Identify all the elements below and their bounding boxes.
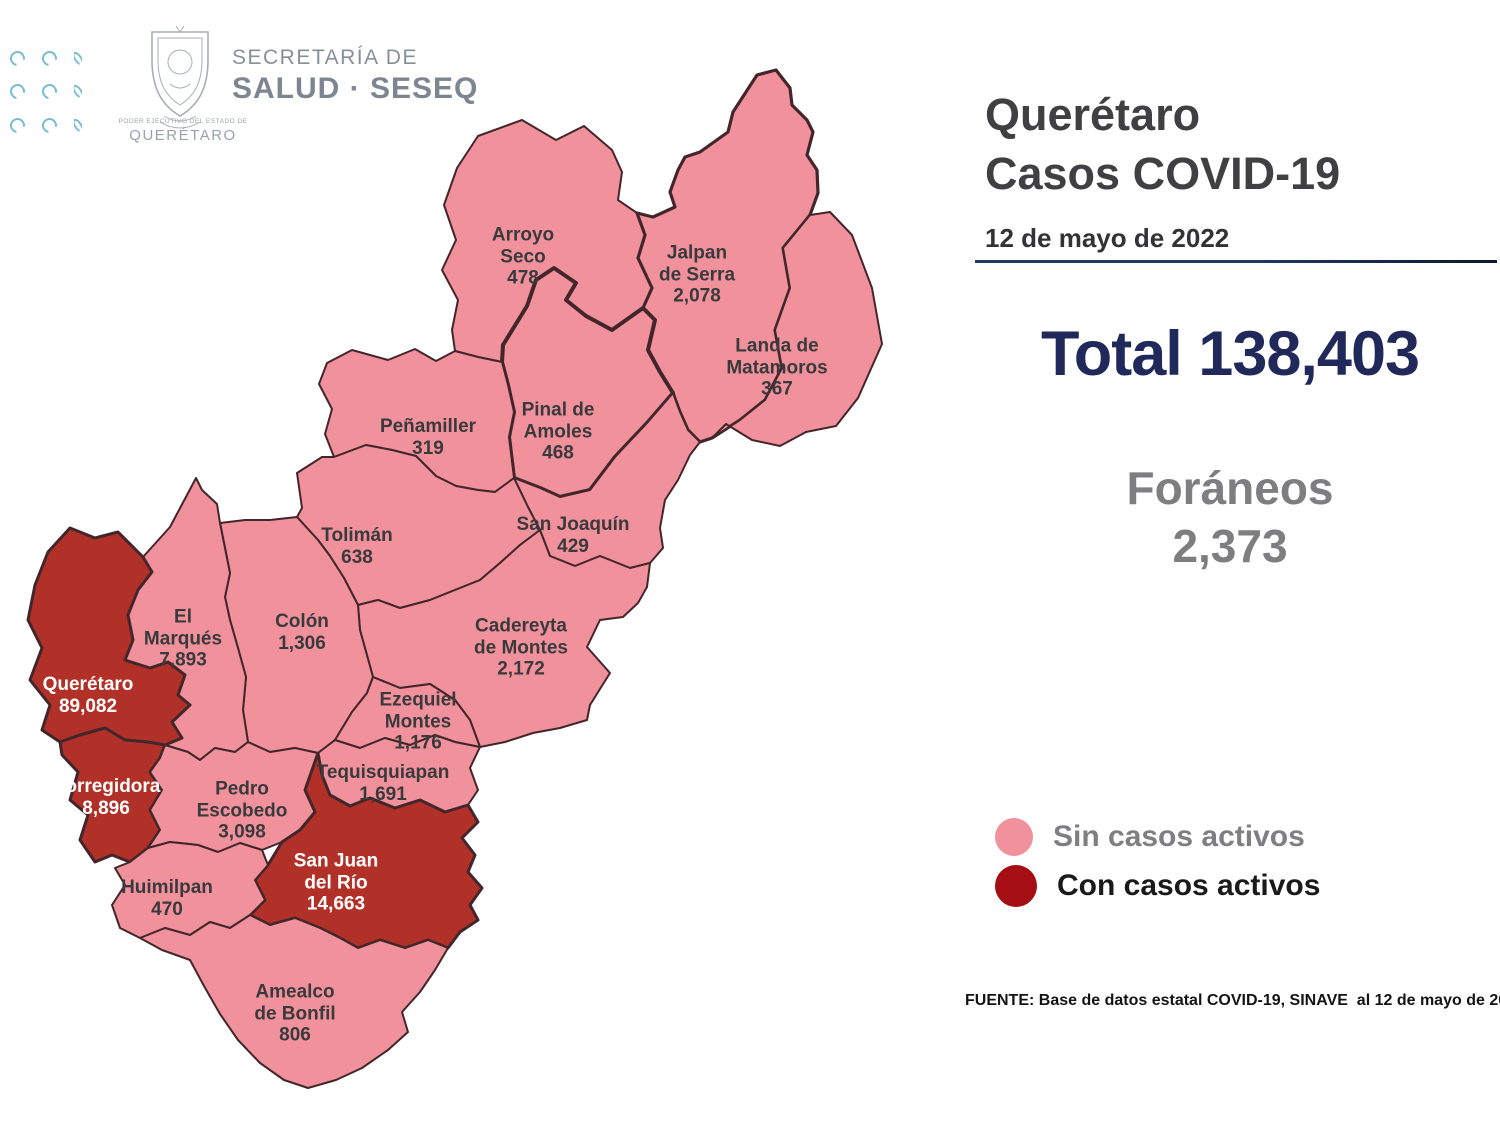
page-title: Querétaro Casos COVID-19 — [985, 85, 1340, 204]
label-jalpan-de-serra: Jalpan de Serra 2,078 — [658, 242, 736, 307]
page-title-line2: Casos COVID-19 — [985, 148, 1341, 200]
label-pinal-de-amoles: Pinal de Amoles 468 — [521, 399, 595, 464]
report-date: 12 de mayo de 2022 — [985, 223, 1230, 253]
region-landa-de-matamoros — [711, 211, 883, 447]
label-landa-de-matamoros: Landa de Matamoros 367 — [726, 335, 828, 400]
org-name-line1: SECRETARÍA DE — [232, 46, 418, 69]
label-san-joaquin: San Joaquín 429 — [516, 514, 630, 557]
source-note: FUENTE: Base de datos estatal COVID-19, … — [965, 992, 1500, 1009]
label-cadereyta-de-montes: Cadereyta de Montes 2,172 — [474, 615, 568, 680]
coat-of-arms-icon — [151, 25, 209, 129]
legend-swatch-darkred-icon — [995, 865, 1037, 907]
label-colon: Colón 1,306 — [275, 611, 329, 654]
label-tequisquiapan: Tequisquiapan 1,691 — [316, 762, 450, 805]
foraneos-value: 2,373 — [1172, 519, 1288, 572]
legend-label-sin: Sin casos activos — [1053, 820, 1305, 853]
logo-caption: PODER EJECUTIVO DEL ESTADO DE QUERÉTARO — [118, 118, 248, 144]
label-huimilpan: Huimilpan 470 — [121, 877, 213, 920]
label-ezequiel-montes: Ezequiel Montes 1,176 — [379, 689, 457, 754]
seseq-logo: SECRETARÍA DE SALUD · SESEQ — [140, 24, 478, 134]
label-toliman: Tolimán 638 — [321, 525, 393, 568]
label-el-marques: El Marqués 7,893 — [143, 606, 223, 671]
total-cases: Total 138,403 — [960, 318, 1500, 390]
region-queretaro — [26, 526, 192, 747]
label-corregidora: Corregidora 8,896 — [51, 776, 161, 819]
total-value: 138,403 — [1198, 319, 1420, 389]
legend: Sin casos activos Con casos activos — [995, 818, 1320, 916]
page-title-line1: Querétaro — [985, 89, 1201, 140]
label-queretaro: Querétaro 89,082 — [42, 674, 134, 717]
foraneos-block: Foráneos 2,373 — [960, 460, 1500, 575]
divider-line — [975, 260, 1497, 263]
foraneos-label: Foráneos — [1126, 462, 1334, 514]
legend-label-con: Con casos activos — [1057, 869, 1321, 902]
label-amealco-de-bonfil: Amealco de Bonfil 806 — [254, 981, 336, 1046]
total-label: Total — [1040, 319, 1183, 389]
info-panel: Querétaro Casos COVID-19 12 de mayo de 2… — [960, 0, 1500, 1125]
label-pedro-escobedo: Pedro Escobedo 3,098 — [196, 778, 288, 843]
label-penamiller: Peñamiller 319 — [379, 416, 477, 459]
logo-caption-small: PODER EJECUTIVO DEL ESTADO DE — [118, 118, 248, 125]
org-name-line2: SALUD · SESEQ — [232, 72, 479, 105]
logo-caption-state: QUERÉTARO — [129, 127, 237, 144]
legend-item-con-casos: Con casos activos — [995, 865, 1320, 907]
label-arroyo-seco: Arroyo Seco 478 — [491, 224, 555, 289]
region-amealco-de-bonfil — [139, 914, 449, 1089]
legend-item-sin-casos: Sin casos activos — [995, 818, 1320, 856]
legend-swatch-pink-icon — [995, 818, 1033, 856]
label-san-juan-del-rio: San Juan del Río 14,663 — [293, 850, 379, 915]
